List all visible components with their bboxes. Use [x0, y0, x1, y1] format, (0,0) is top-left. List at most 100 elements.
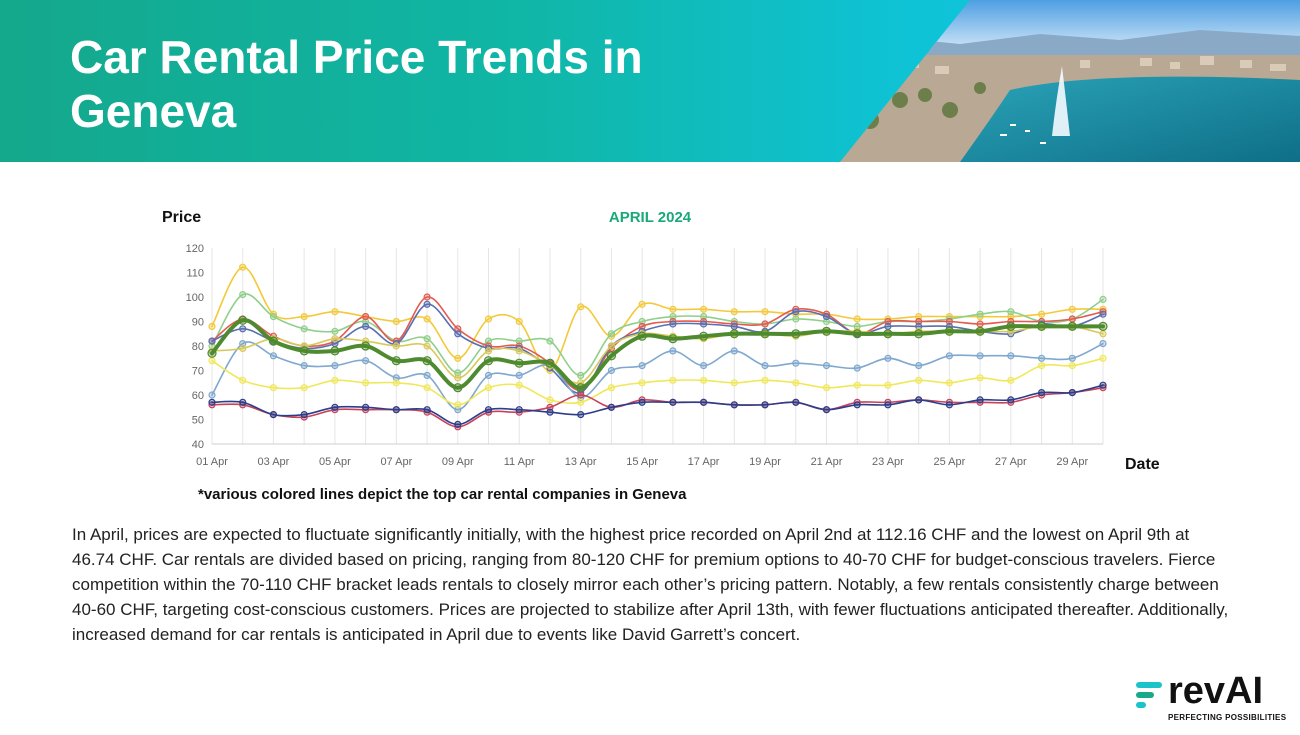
data-point	[546, 337, 554, 345]
data-point	[1098, 321, 1108, 332]
data-point	[698, 331, 709, 341]
data-point	[1099, 310, 1107, 318]
data-point	[391, 356, 401, 366]
data-point	[454, 325, 462, 333]
data-point	[607, 330, 615, 338]
data-point	[331, 308, 339, 316]
data-point	[484, 315, 493, 323]
data-point	[423, 406, 431, 414]
data-point	[637, 331, 647, 341]
data-point	[423, 315, 431, 323]
y-tick-label: 80	[192, 341, 204, 353]
logo-wordmark: revAI	[1168, 670, 1264, 712]
data-point	[669, 320, 677, 328]
data-point	[545, 358, 555, 368]
x-tick-label: 03 Apr	[258, 456, 290, 468]
price-trend-chart: 40 50 60 70 80 90 100 110 120 01 Apr 03 Apr 05 Apr 0…	[162, 209, 1160, 473]
x-tick-label: 23 Apr	[872, 456, 904, 468]
x-tick-label: 13 Apr	[565, 456, 597, 468]
data-point	[577, 371, 585, 379]
data-point	[699, 312, 708, 321]
data-point	[761, 376, 769, 384]
data-point	[454, 330, 462, 338]
data-point	[915, 317, 923, 326]
data-point	[208, 391, 216, 399]
data-point	[1099, 340, 1107, 348]
data-point	[269, 411, 278, 419]
data-point	[1099, 381, 1107, 389]
data-point	[791, 329, 801, 339]
data-point	[1007, 376, 1015, 384]
data-point	[239, 263, 247, 271]
data-point	[546, 403, 554, 411]
data-point	[945, 352, 954, 360]
data-point	[1099, 295, 1107, 304]
data-point	[238, 315, 248, 325]
data-point	[699, 305, 708, 313]
data-point	[300, 362, 308, 370]
data-point	[577, 398, 585, 406]
geneva-lake-photo	[840, 0, 1300, 162]
data-point	[976, 396, 984, 404]
data-point	[1037, 354, 1046, 362]
data-point	[331, 376, 339, 384]
data-point	[299, 346, 309, 356]
data-point	[239, 290, 247, 299]
data-point	[546, 408, 554, 416]
data-point	[638, 398, 646, 406]
data-point	[300, 411, 308, 419]
y-tick-label: 120	[186, 243, 204, 255]
data-point	[269, 312, 278, 321]
data-point	[239, 325, 247, 333]
series-line	[211, 357, 1104, 406]
x-tick-label: 07 Apr	[380, 456, 412, 468]
data-point	[208, 337, 216, 345]
data-point	[945, 401, 954, 409]
data-point	[607, 384, 615, 392]
data-point	[515, 371, 523, 379]
data-point	[362, 312, 370, 321]
data-point	[1068, 362, 1076, 370]
x-tick-label: 15 Apr	[626, 456, 658, 468]
data-point	[821, 326, 832, 336]
data-point	[853, 364, 861, 372]
series-line	[211, 296, 1104, 391]
data-point	[239, 340, 247, 348]
data-point	[699, 376, 708, 384]
data-point	[699, 362, 708, 370]
data-point	[1007, 312, 1015, 321]
data-point	[239, 344, 247, 352]
data-point	[976, 352, 984, 360]
data-point	[484, 371, 493, 379]
data-point	[422, 356, 432, 366]
data-point	[484, 406, 493, 414]
data-point	[852, 329, 862, 339]
series-line	[211, 384, 1104, 426]
data-point	[454, 420, 462, 428]
data-point	[423, 384, 431, 392]
page-title: Car Rental Price Trends in Geneva	[70, 31, 643, 137]
data-point	[915, 362, 923, 370]
data-point	[1037, 389, 1046, 397]
data-point	[392, 379, 400, 387]
y-tick-label: 70	[192, 366, 204, 378]
data-point	[853, 315, 861, 323]
x-tick-label: 25 Apr	[933, 456, 965, 468]
data-point	[638, 379, 646, 387]
data-point	[454, 354, 462, 362]
data-point	[392, 317, 400, 326]
data-point	[606, 351, 616, 361]
data-point	[1068, 315, 1076, 323]
data-point	[792, 308, 800, 316]
x-tick-label: 29 Apr	[1056, 456, 1088, 468]
data-point	[668, 334, 678, 344]
data-point	[514, 358, 524, 368]
y-axis-label: Price	[162, 209, 201, 226]
x-tick-label: 11 Apr	[504, 456, 535, 468]
data-point	[883, 329, 893, 339]
data-point	[300, 384, 308, 392]
data-point	[207, 348, 217, 358]
logo-tagline: PERFECTING POSSIBILITIES	[1168, 713, 1287, 722]
chart-subtitle: APRIL 2024	[609, 209, 692, 226]
data-point	[792, 315, 800, 323]
